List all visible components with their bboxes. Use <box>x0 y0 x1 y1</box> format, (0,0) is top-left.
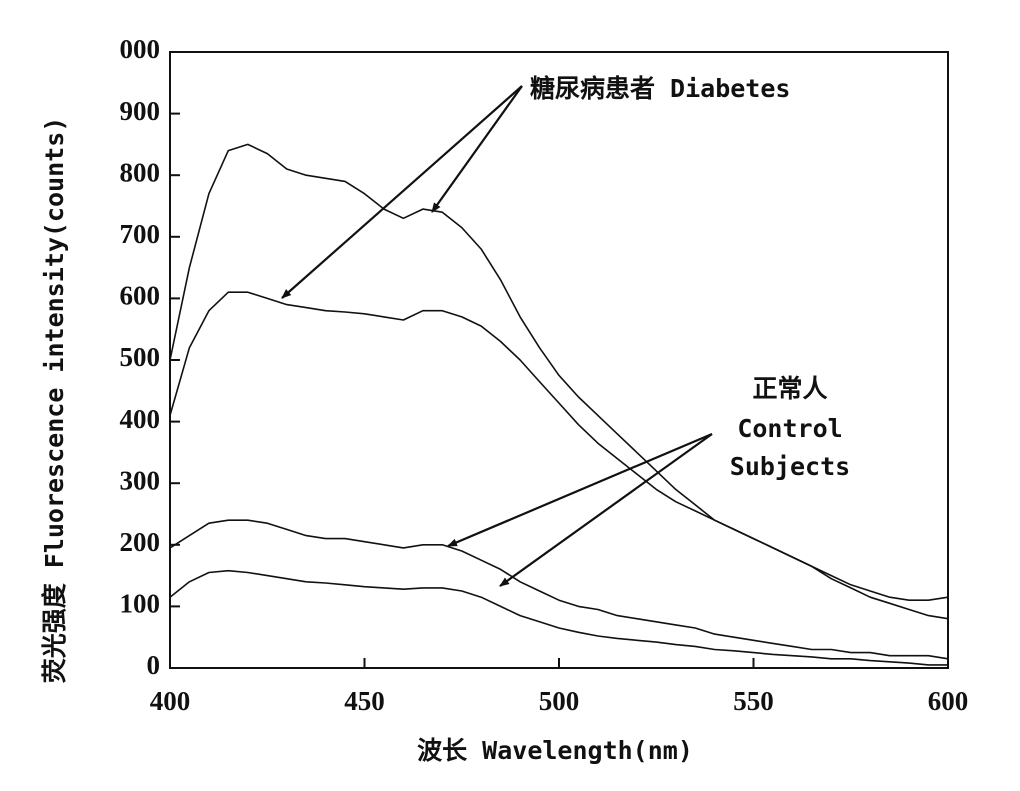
y-tick-label: 300 <box>120 465 161 495</box>
y-tick-label: 800 <box>120 157 161 187</box>
annotation: 糖尿病患者 Diabetes <box>530 74 790 103</box>
x-tick-label: 600 <box>928 686 969 716</box>
x-axis-label: 波长 Wavelength(nm) <box>417 736 693 765</box>
series-line <box>169 291 949 620</box>
y-tick-label: 900 <box>120 96 161 126</box>
y-tick-label: 700 <box>120 219 161 249</box>
arrow <box>431 85 523 213</box>
y-tick-label: 200 <box>120 527 161 557</box>
y-tick-label: 500 <box>120 342 161 372</box>
y-tick-label: 400 <box>120 404 161 434</box>
series-line <box>169 569 948 666</box>
annotation: 正常人 <box>752 374 827 403</box>
series-line <box>169 143 949 601</box>
y-axis-label: 荧光强度 Fluorescence intensity(counts) <box>40 117 69 684</box>
annotation: Subjects <box>730 452 850 481</box>
y-tick-label: 100 <box>120 589 161 619</box>
annotation: Control <box>737 414 842 443</box>
x-tick-label: 400 <box>150 686 191 716</box>
x-tick-label: 500 <box>539 686 580 716</box>
y-tick-label: 600 <box>120 281 161 311</box>
arrow <box>499 433 713 587</box>
arrow <box>281 85 523 299</box>
arrow <box>447 432 713 548</box>
x-tick-label: 550 <box>733 686 774 716</box>
x-tick-label: 450 <box>344 686 385 716</box>
series-line <box>169 519 949 660</box>
y-tick-label: 0 <box>147 650 161 680</box>
y-tick-label: 000 <box>120 34 161 64</box>
